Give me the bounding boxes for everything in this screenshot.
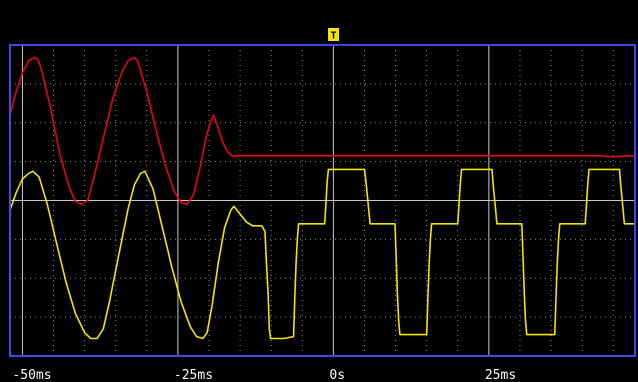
x-tick-label-0: -50ms bbox=[12, 368, 51, 382]
x-tick-label-3: 25ms bbox=[485, 368, 516, 382]
x-axis-tick-labels: -50ms -25ms 0s 25ms bbox=[12, 368, 516, 382]
waveform-series-1 bbox=[9, 56, 635, 206]
x-tick-label-1: -25ms bbox=[174, 368, 213, 382]
x-tick-label-2: 0s bbox=[329, 368, 345, 382]
plot-frame bbox=[9, 44, 636, 357]
waveform-traces bbox=[9, 56, 635, 340]
waveform-series-2 bbox=[9, 168, 635, 340]
trigger-marker-label: T bbox=[330, 31, 336, 42]
major-grid bbox=[10, 45, 635, 356]
trigger-marker-icon[interactable]: T bbox=[328, 28, 339, 42]
